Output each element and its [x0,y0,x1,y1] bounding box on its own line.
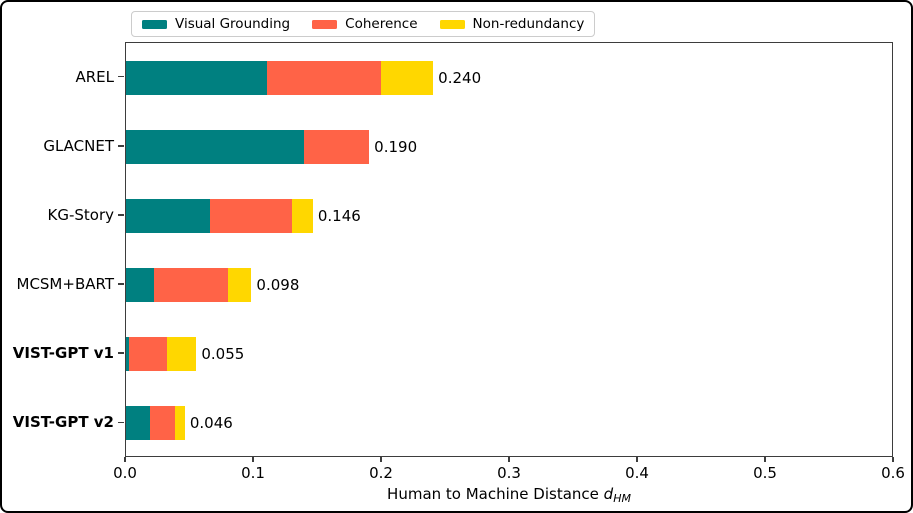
legend-label-visual-grounding: Visual Grounding [175,16,291,32]
segment-visual-grounding-vist-gpt-v1 [126,337,129,372]
segment-non-redundancy-vist-gpt-v2 [174,406,185,441]
x-tick-label-0.3: 0.3 [497,464,521,482]
x-tick-label-0.2: 0.2 [369,464,393,482]
legend-label-non-redundancy: Non-redundancy [472,16,585,32]
bar-kg-story: 0.146 [126,198,361,233]
segment-coherence-vist-gpt-v1 [128,337,167,372]
y-axis-label-vist-gpt-v2: VIST-GPT v2 [12,413,114,432]
segment-non-redundancy-kg-story [292,198,313,233]
legend-item-non-redundancy: Non-redundancy [439,16,585,32]
y-axis-label-vist-gpt-v1: VIST-GPT v1 [12,344,114,363]
x-tick-0.5 [764,457,766,462]
segment-coherence-glacnet [303,129,370,164]
segment-coherence-mcsm-bart [154,268,229,303]
y-tick-vist-gpt-v1 [118,352,124,355]
x-tick-0.1 [252,457,254,462]
segment-visual-grounding-mcsm-bart [126,268,155,303]
y-axis-label-glacnet: GLACNET [43,136,114,155]
segment-visual-grounding-glacnet [126,129,304,164]
x-axis-title-subscript: HM [613,492,631,505]
segment-coherence-kg-story [210,198,293,233]
plot-area: 0.240 0.190 0.146 0.098 0.055 0.046 [125,42,893,457]
x-tick-label-0.0: 0.0 [113,464,137,482]
segment-non-redundancy-mcsm-bart [228,268,252,303]
y-tick-arel [118,75,124,78]
x-tick-0.6 [892,457,894,462]
x-tick-label-0.4: 0.4 [625,464,649,482]
y-axis-label-mcsm-bart: MCSM+BART [16,275,115,294]
x-tick-label-0.5: 0.5 [753,464,777,482]
y-tick-mcsm-bart [118,283,124,285]
bar-mcsm-bart: 0.098 [126,268,300,303]
x-axis-title-text: Human to Machine Distance [387,485,604,503]
value-label-vist-gpt-v1: 0.055 [201,345,245,364]
bar-glacnet: 0.190 [126,129,418,164]
y-tick-kg-story [118,214,124,216]
legend-label-coherence: Coherence [345,16,418,32]
segment-non-redundancy-vist-gpt-v1 [166,337,197,372]
x-tick-0.3 [508,457,510,462]
segment-visual-grounding-arel [126,60,267,95]
segment-visual-grounding-kg-story [126,198,211,233]
bar-arel: 0.240 [126,60,482,95]
y-tick-vist-gpt-v2 [118,421,124,424]
x-axis-title-variable: d [603,485,614,503]
legend-item-visual-grounding: Visual Grounding [142,16,290,32]
segment-visual-grounding-vist-gpt-v2 [126,406,151,441]
bar-vist-gpt-v1: 0.055 [126,337,245,372]
x-tick-0.0 [124,457,126,462]
x-axis-title: Human to Machine Distance dHM [125,485,893,505]
y-axis-label-kg-story: KG-Story [47,205,115,224]
visual-grounding-swatch-icon [142,19,167,29]
legend: Visual Grounding Coherence Non-redundanc… [131,11,596,37]
x-tick-0.2 [380,457,382,462]
value-label-glacnet: 0.190 [374,137,418,156]
bar-vist-gpt-v2: 0.046 [126,406,233,441]
value-label-vist-gpt-v2: 0.046 [189,414,233,433]
x-tick-0.4 [636,457,638,462]
non-redundancy-swatch-icon [439,19,465,29]
x-tick-label-0.6: 0.6 [881,464,905,482]
value-label-arel: 0.240 [438,68,482,87]
coherence-swatch-icon [312,19,338,29]
y-tick-glacnet [118,144,124,147]
value-label-kg-story: 0.146 [317,206,361,225]
segment-coherence-vist-gpt-v2 [150,406,175,441]
segment-non-redundancy-arel [380,60,434,95]
segment-coherence-arel [266,60,381,95]
value-label-mcsm-bart: 0.098 [256,276,300,295]
y-axis-label-arel: AREL [75,67,114,86]
legend-item-coherence: Coherence [312,16,418,32]
x-tick-label-0.1: 0.1 [241,464,265,482]
